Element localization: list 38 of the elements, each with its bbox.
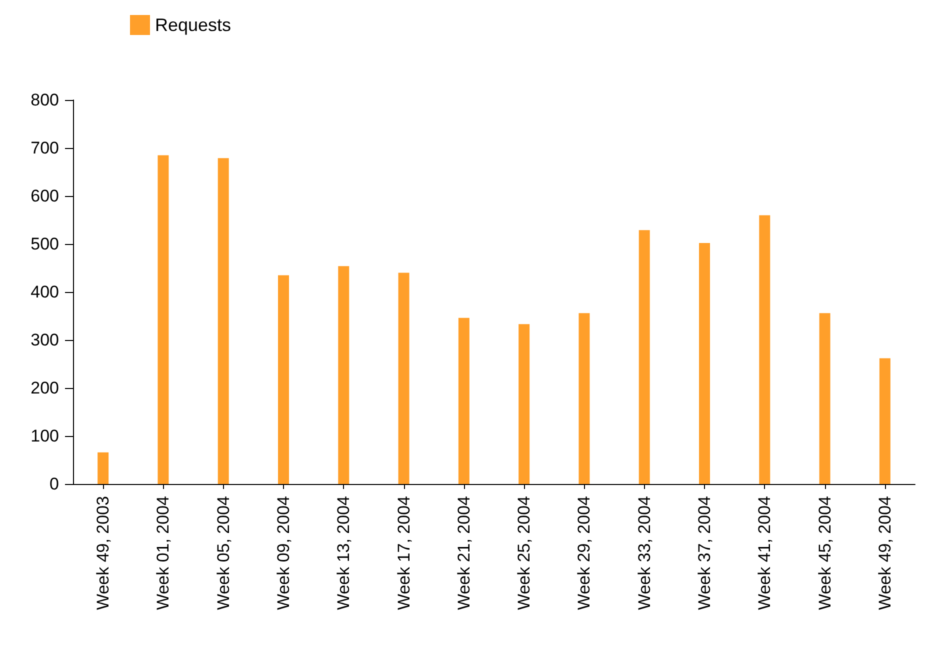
y-tick-label: 600 xyxy=(30,186,59,206)
x-tick-label: Week 45, 2004 xyxy=(815,496,834,610)
y-tick-label: 700 xyxy=(30,138,59,158)
x-tick-label: Week 37, 2004 xyxy=(695,496,714,610)
legend-label: Requests xyxy=(155,15,232,35)
bar xyxy=(338,266,350,484)
bar xyxy=(218,158,229,484)
x-tick-label: Week 29, 2004 xyxy=(574,496,594,610)
x-tick-label: Week 13, 2004 xyxy=(334,496,354,610)
y-tick-label: 800 xyxy=(30,90,59,110)
bar xyxy=(518,324,530,484)
x-tick-label: Week 09, 2004 xyxy=(274,496,293,610)
x-tick-label: Week 25, 2004 xyxy=(514,496,534,610)
y-tick-label: 100 xyxy=(30,426,59,446)
x-tick-label: Week 41, 2004 xyxy=(755,496,774,610)
bar xyxy=(578,313,590,484)
x-tick-label: Week 33, 2004 xyxy=(634,496,654,610)
y-tick-label: 300 xyxy=(30,330,59,350)
bar xyxy=(879,358,890,484)
x-tick-label: Week 49, 2003 xyxy=(94,496,113,610)
x-tick-label: Week 05, 2004 xyxy=(214,496,233,610)
y-tick-label: 0 xyxy=(50,474,59,494)
bar xyxy=(158,155,169,484)
bar xyxy=(398,272,410,484)
bar xyxy=(699,243,710,484)
x-tick-label: Week 49, 2004 xyxy=(875,496,894,610)
bar xyxy=(759,215,770,484)
bar xyxy=(819,313,830,484)
x-tick-label: Week 17, 2004 xyxy=(394,496,414,610)
bar xyxy=(278,275,289,484)
y-tick-label: 400 xyxy=(30,282,59,302)
y-tick-label: 200 xyxy=(30,378,59,398)
bar xyxy=(98,452,109,484)
bar xyxy=(458,318,470,484)
x-tick-label: Week 21, 2004 xyxy=(454,496,474,610)
bar xyxy=(638,230,650,484)
y-tick-label: 500 xyxy=(30,234,59,254)
x-tick-label: Week 01, 2004 xyxy=(154,496,173,610)
